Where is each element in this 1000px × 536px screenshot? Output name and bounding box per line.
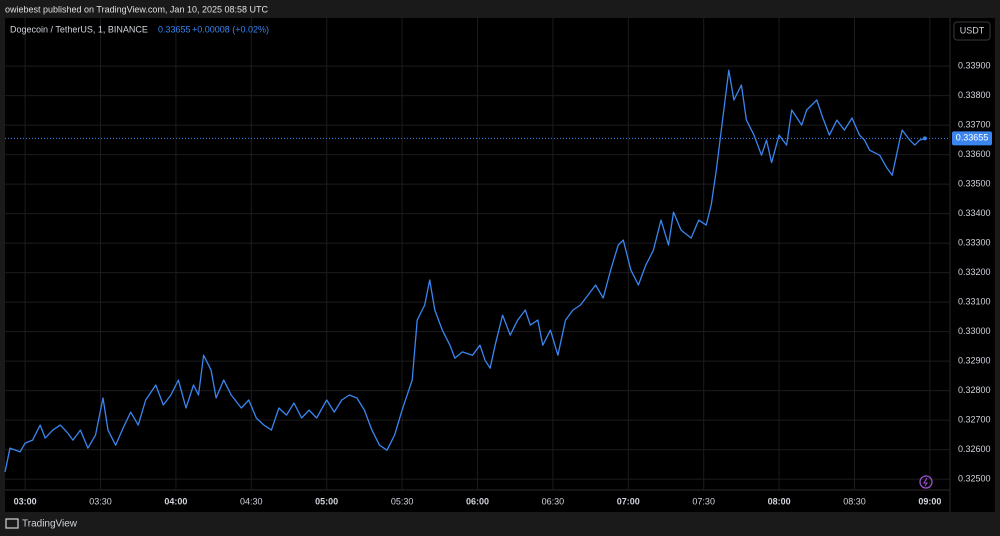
y-tick-label: 0.32900 [958, 355, 991, 365]
x-tick-label: 06:30 [542, 496, 565, 506]
last-price-label: 0.33655 [956, 133, 989, 143]
currency-box[interactable] [953, 21, 991, 41]
y-tick-label: 0.32600 [958, 444, 991, 454]
x-tick-label: 04:00 [164, 496, 187, 506]
header-change: +0.00008 (+0.02%) [192, 24, 269, 34]
x-tick-label: 08:30 [843, 496, 866, 506]
y-tick-label: 0.33600 [958, 149, 991, 159]
y-tick-label: 0.33500 [958, 178, 991, 188]
y-tick-label: 0.33400 [958, 208, 991, 218]
y-tick-label: 0.33100 [958, 296, 991, 306]
currency-label[interactable]: USDT [960, 25, 985, 35]
y-tick-label: 0.33900 [958, 60, 991, 70]
price-line [4, 69, 926, 473]
last-point [922, 136, 927, 141]
x-tick-label: 03:00 [14, 496, 37, 506]
y-tick-label: 0.33300 [958, 237, 991, 247]
x-tick-label: 05:30 [391, 496, 414, 506]
y-tick-label: 0.32500 [958, 473, 991, 483]
x-tick-label: 03:30 [89, 496, 112, 506]
y-tick-label: 0.33200 [958, 267, 991, 277]
x-tick-label: 07:30 [692, 496, 715, 506]
chart-title: Dogecoin / TetherUS, 1, BINANCE [10, 24, 148, 34]
x-tick-label: 09:00 [918, 496, 941, 506]
chart-pane [5, 18, 995, 512]
x-tick-label: 04:30 [240, 496, 263, 506]
y-tick-label: 0.33000 [958, 326, 991, 336]
last-price-badge [952, 131, 992, 146]
footer-brand[interactable]: TradingView [22, 519, 78, 530]
y-tick-label: 0.32800 [958, 385, 991, 395]
footer-logo[interactable] [5, 518, 19, 529]
publisher-note: owiebest published on TradingView.com, J… [5, 4, 269, 14]
y-tick-label: 0.32700 [958, 414, 991, 424]
x-tick-label: 07:00 [617, 496, 640, 506]
y-tick-label: 0.33700 [958, 119, 991, 129]
grid [5, 18, 950, 490]
alert-icon[interactable] [919, 475, 933, 489]
y-tick-label: 0.33800 [958, 90, 991, 100]
header-price: 0.33655 [158, 24, 191, 34]
x-tick-label: 06:00 [466, 496, 489, 506]
x-tick-label: 05:00 [315, 496, 338, 506]
x-tick-label: 08:00 [768, 496, 791, 506]
